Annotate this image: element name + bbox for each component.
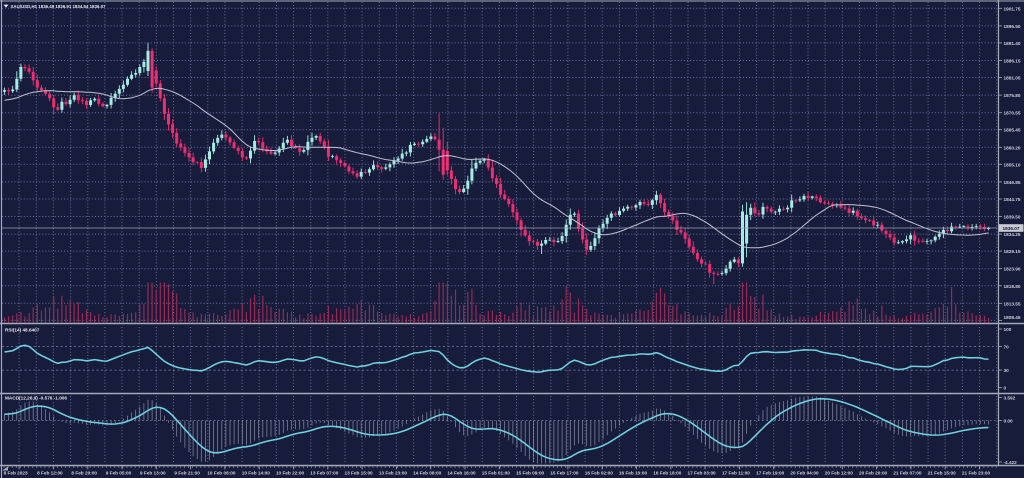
svg-text:17 Feb 19:00: 17 Feb 19:00 (756, 471, 785, 476)
svg-text:1896.50: 1896.50 (1004, 24, 1021, 29)
svg-text:MACD(12,26,9) -0.576 -1.006: MACD(12,26,9) -0.576 -1.006 (5, 396, 67, 401)
svg-text:8 Feb 2023: 8 Feb 2023 (4, 471, 28, 476)
svg-text:1844.75: 1844.75 (1004, 197, 1021, 202)
svg-text:1836.07: 1836.07 (1003, 226, 1020, 231)
svg-text:16 Feb 10:00: 16 Feb 10:00 (619, 471, 648, 476)
svg-text:20 Feb 20:00: 20 Feb 20:00 (859, 471, 888, 476)
svg-text:9 Feb 21:00: 9 Feb 21:00 (174, 471, 200, 476)
svg-text:1823.90: 1823.90 (1004, 267, 1021, 272)
svg-text:14 Feb 16:00: 14 Feb 16:00 (447, 471, 476, 476)
svg-text:15 Feb 17:00: 15 Feb 17:00 (550, 471, 579, 476)
svg-text:10 Feb 06:00: 10 Feb 06:00 (207, 471, 236, 476)
svg-text:XAU/USD,H1 1836.49 1836.91 183: XAU/USD,H1 1836.49 1836.91 1834.54 1836.… (11, 4, 107, 9)
svg-text:1881.05: 1881.05 (1004, 76, 1021, 81)
svg-text:16 Feb 02:00: 16 Feb 02:00 (585, 471, 614, 476)
svg-text:8 Feb 20:00: 8 Feb 20:00 (71, 471, 97, 476)
svg-text:1818.80: 1818.80 (1004, 284, 1021, 289)
svg-text:17 Feb 11:00: 17 Feb 11:00 (722, 471, 750, 476)
svg-text:13 Feb 15:00: 13 Feb 15:00 (345, 471, 374, 476)
svg-text:1891.40: 1891.40 (1004, 41, 1021, 46)
svg-text:1839.50: 1839.50 (1004, 215, 1021, 220)
svg-text:20 Feb 12:00: 20 Feb 12:00 (825, 471, 854, 476)
svg-text:1855.10: 1855.10 (1004, 162, 1021, 167)
svg-text:1813.55: 1813.55 (1004, 301, 1021, 306)
svg-text:17 Feb 03:00: 17 Feb 03:00 (688, 471, 717, 476)
svg-text:13 Feb 23:00: 13 Feb 23:00 (379, 471, 408, 476)
svg-text:16 Feb 18:00: 16 Feb 18:00 (653, 471, 682, 476)
svg-text:1865.45: 1865.45 (1004, 128, 1021, 133)
svg-text:1829.15: 1829.15 (1004, 249, 1021, 254)
svg-text:21 Feb 07:00: 21 Feb 07:00 (893, 471, 922, 476)
svg-text:3.592: 3.592 (1004, 396, 1016, 401)
svg-text:0.00: 0.00 (1004, 419, 1014, 424)
svg-text:100: 100 (1004, 327, 1012, 332)
svg-text:1875.80: 1875.80 (1004, 93, 1021, 98)
svg-text:0: 0 (1004, 386, 1007, 391)
svg-text:21 Feb 15:00: 21 Feb 15:00 (928, 471, 957, 476)
svg-text:15 Feb 09:00: 15 Feb 09:00 (516, 471, 545, 476)
svg-text:9 Feb 05:00: 9 Feb 05:00 (106, 471, 132, 476)
svg-text:21 Feb 23:00: 21 Feb 23:00 (962, 471, 991, 476)
svg-text:RSI(14) 48.6407: RSI(14) 48.6407 (5, 328, 40, 333)
svg-text:70: 70 (1004, 345, 1010, 350)
svg-text:10 Feb 22:00: 10 Feb 22:00 (276, 471, 305, 476)
svg-text:10 Feb 14:00: 10 Feb 14:00 (242, 471, 271, 476)
svg-text:15 Feb 01:00: 15 Feb 01:00 (482, 471, 511, 476)
svg-text:20 Feb 04:00: 20 Feb 04:00 (790, 471, 819, 476)
svg-text:-4.422: -4.422 (1004, 460, 1018, 465)
svg-text:1834.25: 1834.25 (1004, 232, 1021, 237)
svg-text:13 Feb 07:00: 13 Feb 07:00 (310, 471, 339, 476)
svg-text:14 Feb 08:00: 14 Feb 08:00 (413, 471, 442, 476)
svg-text:1860.20: 1860.20 (1004, 145, 1021, 150)
svg-text:1886.15: 1886.15 (1004, 59, 1021, 64)
svg-text:9 Feb 13:00: 9 Feb 13:00 (140, 471, 166, 476)
svg-text:1870.55: 1870.55 (1004, 111, 1021, 116)
svg-text:8 Feb 12:00: 8 Feb 12:00 (37, 471, 63, 476)
svg-text:1808.45: 1808.45 (1004, 315, 1021, 320)
svg-text:1901.75: 1901.75 (1004, 6, 1021, 11)
svg-text:1849.85: 1849.85 (1004, 180, 1021, 185)
svg-text:30: 30 (1004, 368, 1010, 373)
